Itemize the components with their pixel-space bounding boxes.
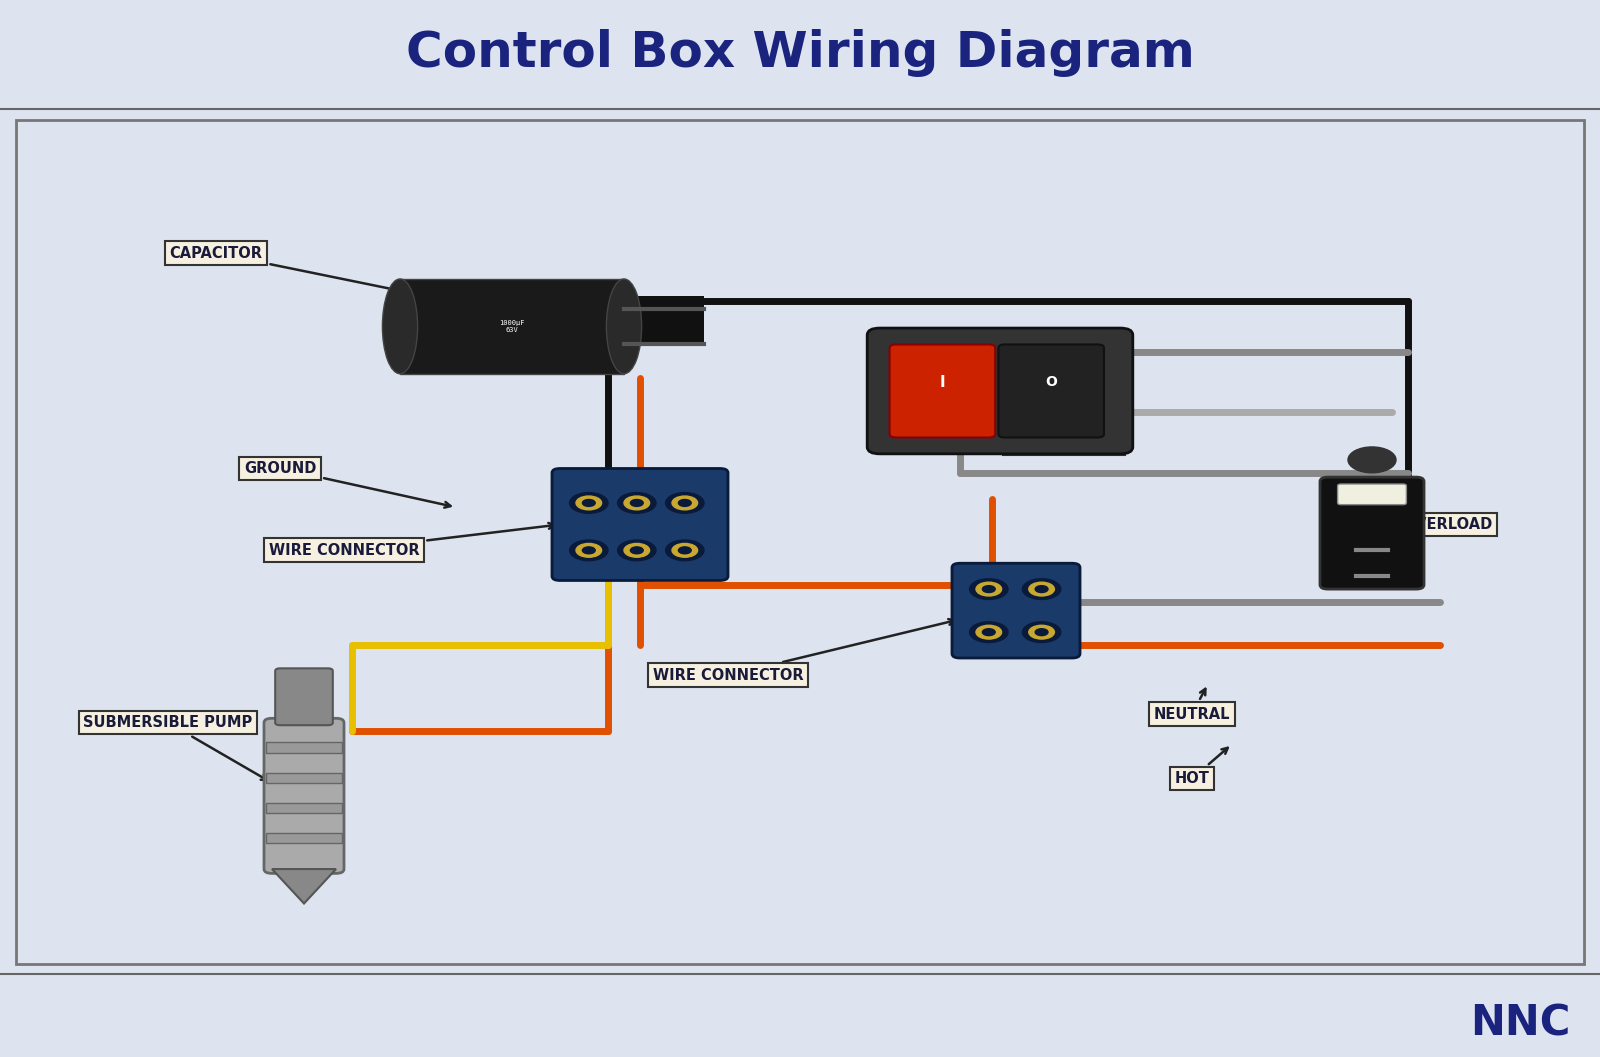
Text: WIRE CONNECTOR: WIRE CONNECTOR bbox=[269, 523, 555, 558]
Text: SUBMERSIBLE PUMP: SUBMERSIBLE PUMP bbox=[83, 716, 267, 780]
Circle shape bbox=[982, 629, 995, 635]
FancyBboxPatch shape bbox=[1320, 477, 1424, 589]
Bar bbox=[266, 833, 342, 843]
Circle shape bbox=[1029, 626, 1054, 639]
FancyBboxPatch shape bbox=[952, 563, 1080, 659]
Circle shape bbox=[678, 500, 691, 506]
Text: OVERLOAD: OVERLOAD bbox=[1403, 517, 1493, 532]
FancyBboxPatch shape bbox=[890, 345, 995, 438]
Text: O: O bbox=[1045, 375, 1058, 389]
Bar bbox=[266, 802, 342, 813]
Bar bbox=[266, 742, 342, 753]
Circle shape bbox=[624, 496, 650, 509]
Circle shape bbox=[1035, 586, 1048, 593]
Text: I: I bbox=[939, 375, 946, 390]
Text: CAPACITOR: CAPACITOR bbox=[170, 245, 443, 301]
Circle shape bbox=[970, 579, 1008, 599]
Circle shape bbox=[582, 500, 595, 506]
Text: DPST SWITCH: DPST SWITCH bbox=[1006, 409, 1122, 450]
Text: Control Box Wiring Diagram: Control Box Wiring Diagram bbox=[405, 30, 1195, 77]
FancyBboxPatch shape bbox=[496, 296, 704, 344]
Circle shape bbox=[672, 543, 698, 557]
Circle shape bbox=[1022, 622, 1061, 643]
Circle shape bbox=[618, 540, 656, 560]
FancyBboxPatch shape bbox=[1338, 484, 1406, 504]
FancyBboxPatch shape bbox=[552, 468, 728, 580]
Circle shape bbox=[570, 540, 608, 560]
Text: HOT: HOT bbox=[1174, 747, 1227, 786]
Circle shape bbox=[570, 493, 608, 514]
Circle shape bbox=[678, 546, 691, 554]
Circle shape bbox=[1347, 447, 1395, 472]
Bar bbox=[400, 279, 624, 374]
FancyBboxPatch shape bbox=[275, 668, 333, 725]
Circle shape bbox=[618, 493, 656, 514]
Bar bbox=[266, 773, 342, 783]
Text: 1000μF
63V: 1000μF 63V bbox=[499, 320, 525, 333]
Circle shape bbox=[576, 543, 602, 557]
Polygon shape bbox=[272, 869, 336, 904]
Text: NEUTRAL: NEUTRAL bbox=[1154, 689, 1230, 722]
Circle shape bbox=[982, 586, 995, 593]
Circle shape bbox=[976, 582, 1002, 596]
Circle shape bbox=[976, 626, 1002, 639]
Circle shape bbox=[582, 546, 595, 554]
Circle shape bbox=[1029, 582, 1054, 596]
Circle shape bbox=[1022, 579, 1061, 599]
Circle shape bbox=[630, 500, 643, 506]
FancyBboxPatch shape bbox=[867, 328, 1133, 453]
Circle shape bbox=[666, 493, 704, 514]
Circle shape bbox=[970, 622, 1008, 643]
Circle shape bbox=[666, 540, 704, 560]
Circle shape bbox=[624, 543, 650, 557]
Text: GROUND: GROUND bbox=[243, 461, 451, 507]
FancyBboxPatch shape bbox=[264, 719, 344, 873]
FancyBboxPatch shape bbox=[998, 345, 1104, 438]
Circle shape bbox=[1035, 629, 1048, 635]
Circle shape bbox=[630, 546, 643, 554]
Ellipse shape bbox=[382, 279, 418, 374]
Circle shape bbox=[576, 496, 602, 509]
Circle shape bbox=[672, 496, 698, 509]
Text: NNC: NNC bbox=[1470, 1002, 1570, 1044]
Ellipse shape bbox=[606, 279, 642, 374]
Text: WIRE CONNECTOR: WIRE CONNECTOR bbox=[653, 619, 955, 683]
